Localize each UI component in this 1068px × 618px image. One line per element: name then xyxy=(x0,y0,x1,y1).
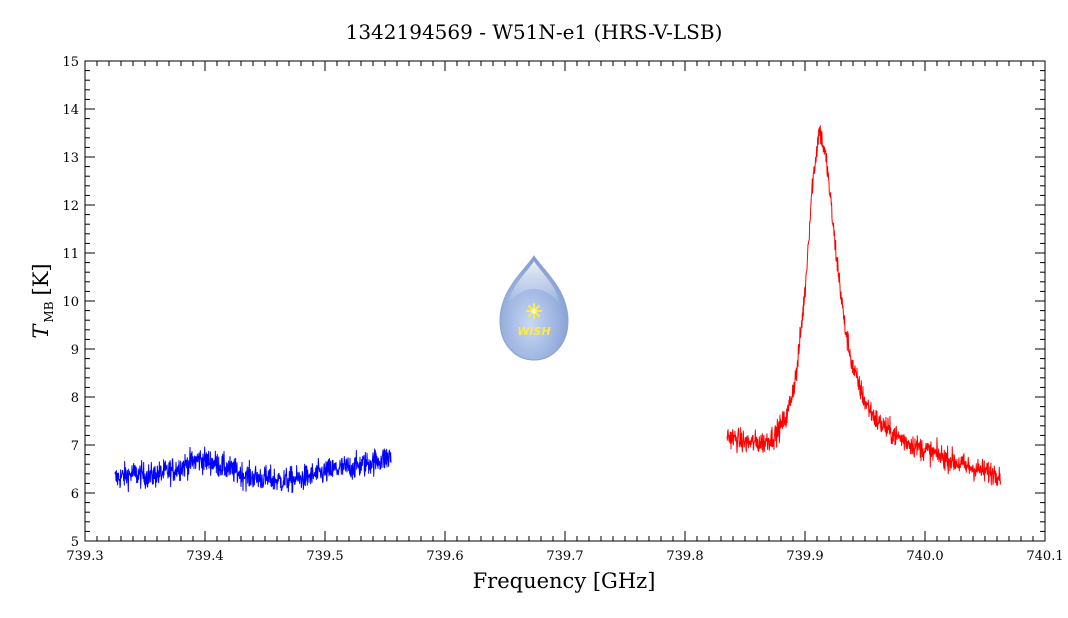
x-tick-label: 739.5 xyxy=(306,549,343,564)
series-line-2 xyxy=(726,125,1002,486)
y-tick-label: 6 xyxy=(71,487,79,502)
logo-text: WISH xyxy=(517,325,550,338)
y-tick-label: 15 xyxy=(62,55,79,70)
y-tick-label: 14 xyxy=(62,103,79,118)
ticks-layer: 739.3 739.4 739.5 739.6 739.7 739.8 739.9 740.0… xyxy=(62,55,1063,564)
x-tick-label: 739.4 xyxy=(186,549,223,564)
x-tick-label: 739.6 xyxy=(426,549,463,564)
x-tick-label: 739.3 xyxy=(66,549,103,564)
y-tick-label: 11 xyxy=(62,247,79,262)
y-axis-unit: [K] xyxy=(29,263,53,295)
series-layer xyxy=(114,125,1002,494)
x-tick-label: 739.7 xyxy=(546,549,583,564)
y-tick-label: 9 xyxy=(71,343,79,358)
chart-title: 1342194569 - W51N-e1 (HRS-V-LSB) xyxy=(346,20,723,44)
y-axis-label: TMB [K] xyxy=(29,263,56,338)
y-tick-label: 10 xyxy=(62,295,79,310)
y-axis-subscript: MB xyxy=(42,301,56,322)
y-axis-symbol: T xyxy=(29,323,53,339)
wish-logo: WISH xyxy=(499,255,569,361)
y-tick-label: 7 xyxy=(71,439,79,454)
x-tick-label: 739.8 xyxy=(666,549,703,564)
y-tick-label: 12 xyxy=(62,199,79,214)
x-tick-label: 740.0 xyxy=(906,549,943,564)
x-axis-label: Frequency [GHz] xyxy=(473,569,656,593)
y-tick-label: 5 xyxy=(71,535,79,550)
y-tick-label: 13 xyxy=(62,151,79,166)
x-tick-label: 740.1 xyxy=(1026,549,1063,564)
x-tick-label: 739.9 xyxy=(786,549,823,564)
y-tick-label: 8 xyxy=(71,391,79,406)
series-line-1 xyxy=(114,446,392,494)
